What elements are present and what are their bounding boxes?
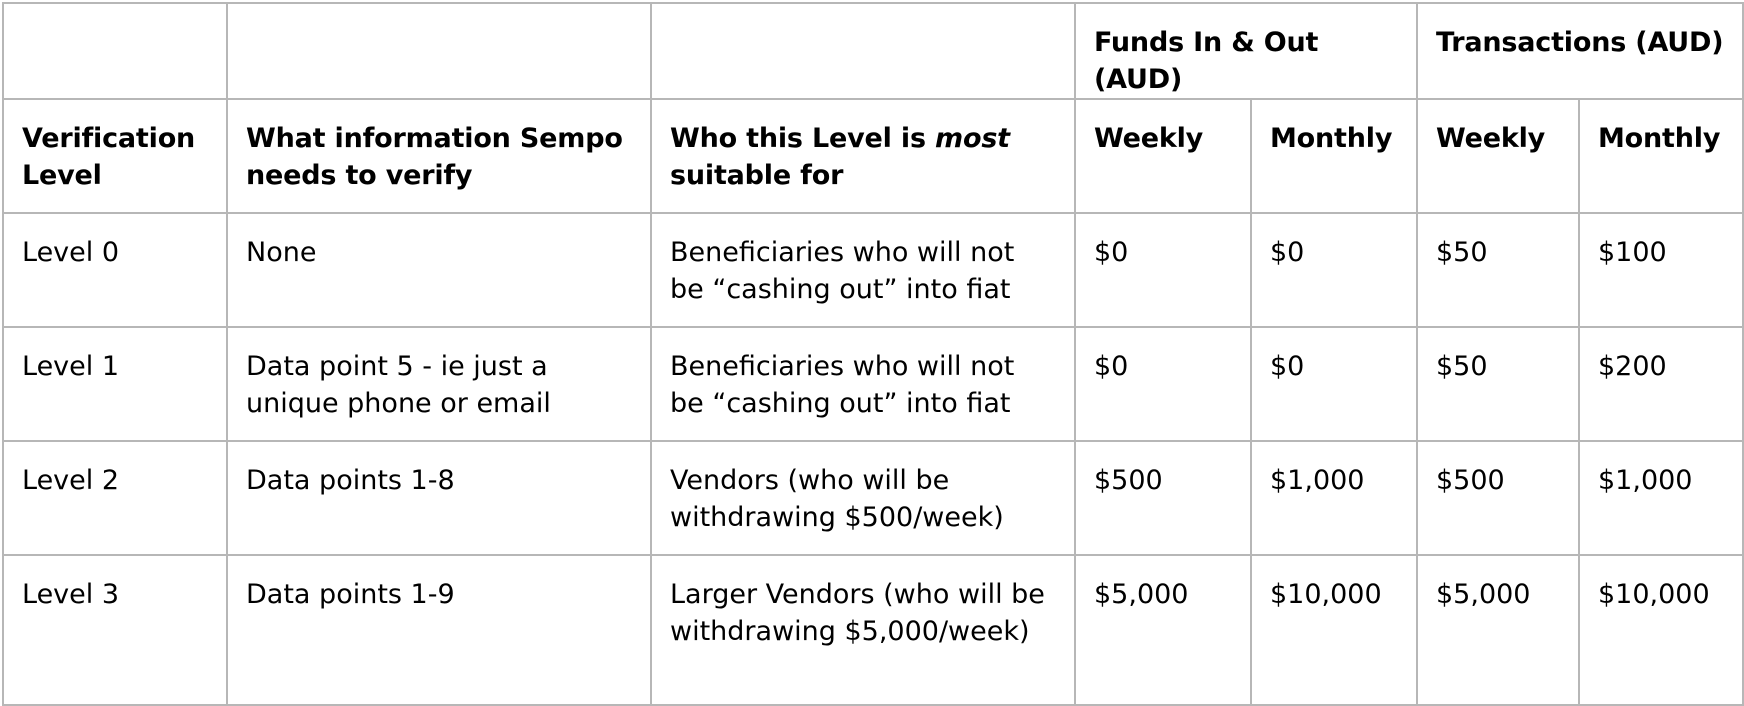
transactions-group-header: Transactions (AUD) bbox=[1415, 2, 1744, 100]
table-row: Level 3 Data points 1-9 Larger Vendors (… bbox=[2, 554, 1744, 706]
funds-weekly-header: Weekly bbox=[1074, 98, 1252, 214]
transactions-weekly-cell: $5,000 bbox=[1416, 554, 1580, 706]
funds-weekly-cell: $0 bbox=[1074, 326, 1252, 442]
funds-group-header: Funds In & Out (AUD) bbox=[1074, 2, 1418, 100]
level-cell: Level 0 bbox=[2, 212, 228, 328]
table-row: Level 0 None Beneficiaries who will not … bbox=[2, 212, 1744, 328]
transactions-group-header-text: Transactions (AUD) bbox=[1436, 27, 1724, 58]
funds-monthly-cell: $0 bbox=[1250, 326, 1418, 442]
transactions-weekly-header-text: Weekly bbox=[1436, 123, 1546, 154]
suitable-for-suffix: suitable for bbox=[670, 160, 844, 191]
level-cell: Level 2 bbox=[2, 440, 228, 556]
verification-level-header: Verification Level bbox=[2, 98, 228, 214]
transactions-weekly-cell: $50 bbox=[1416, 212, 1580, 328]
level-cell: Level 1 bbox=[2, 326, 228, 442]
transactions-monthly-cell: $1,000 bbox=[1577, 440, 1744, 556]
info-cell: Data points 1-9 bbox=[226, 554, 652, 706]
suitable-cell: Beneficiaries who will not be “cashing o… bbox=[650, 326, 1076, 442]
funds-monthly-cell: $1,000 bbox=[1250, 440, 1418, 556]
funds-weekly-cell: $500 bbox=[1074, 440, 1252, 556]
transactions-monthly-header: Monthly bbox=[1577, 98, 1744, 214]
empty-header-cell bbox=[2, 2, 228, 100]
empty-header-cell bbox=[650, 2, 1076, 100]
suitable-cell: Vendors (who will be withdrawing $500/we… bbox=[650, 440, 1076, 556]
funds-group-header-text: Funds In & Out (AUD) bbox=[1094, 27, 1319, 95]
suitable-for-emphasis: most bbox=[935, 123, 1010, 154]
verification-level-header-text: Verification Level bbox=[22, 123, 196, 191]
transactions-weekly-cell: $500 bbox=[1416, 440, 1580, 556]
transactions-monthly-header-text: Monthly bbox=[1598, 123, 1721, 154]
info-needed-header-text: What information Sempo needs to verify bbox=[246, 123, 623, 191]
transactions-monthly-cell: $200 bbox=[1577, 326, 1744, 442]
funds-monthly-header: Monthly bbox=[1250, 98, 1418, 214]
funds-monthly-cell: $10,000 bbox=[1250, 554, 1418, 706]
suitable-cell: Beneficiaries who will not be “cashing o… bbox=[650, 212, 1076, 328]
column-header-row: Verification Level What information Semp… bbox=[2, 98, 1744, 214]
funds-weekly-cell: $5,000 bbox=[1074, 554, 1252, 706]
info-cell: Data points 1-8 bbox=[226, 440, 652, 556]
info-cell: Data point 5 - ie just a unique phone or… bbox=[226, 326, 652, 442]
transactions-weekly-cell: $50 bbox=[1416, 326, 1580, 442]
transactions-weekly-header: Weekly bbox=[1416, 98, 1580, 214]
level-cell: Level 3 bbox=[2, 554, 228, 706]
transactions-monthly-cell: $10,000 bbox=[1577, 554, 1744, 706]
table-row: Level 2 Data points 1-8 Vendors (who wil… bbox=[2, 440, 1744, 556]
transactions-monthly-cell: $100 bbox=[1577, 212, 1744, 328]
funds-weekly-header-text: Weekly bbox=[1094, 123, 1204, 154]
suitable-cell: Larger Vendors (who will be withdrawing … bbox=[650, 554, 1076, 706]
table-row: Level 1 Data point 5 - ie just a unique … bbox=[2, 326, 1744, 442]
empty-header-cell bbox=[226, 2, 652, 100]
funds-monthly-cell: $0 bbox=[1250, 212, 1418, 328]
info-cell: None bbox=[226, 212, 652, 328]
funds-weekly-cell: $0 bbox=[1074, 212, 1252, 328]
funds-monthly-header-text: Monthly bbox=[1270, 123, 1393, 154]
group-header-row: Funds In & Out (AUD) Transactions (AUD) bbox=[2, 2, 1744, 100]
info-needed-header: What information Sempo needs to verify bbox=[226, 98, 652, 214]
suitable-for-header: Who this Level is most suitable for bbox=[650, 98, 1076, 214]
suitable-for-prefix: Who this Level is bbox=[670, 123, 936, 154]
